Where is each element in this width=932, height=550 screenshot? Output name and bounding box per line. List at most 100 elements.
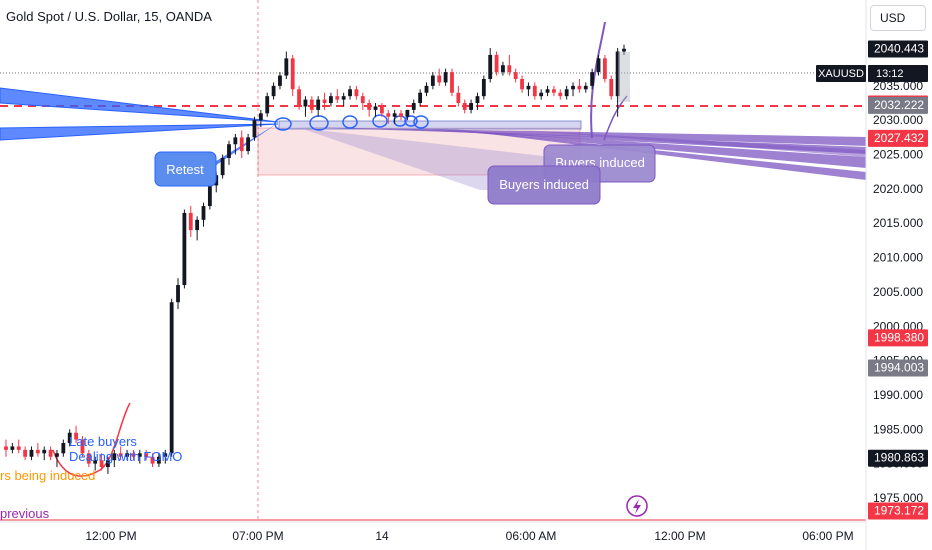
candle-body[interactable] [615, 51, 620, 97]
candle-body[interactable] [35, 449, 40, 454]
candle-body[interactable] [252, 120, 257, 138]
candle-body[interactable] [201, 206, 206, 220]
candle-body[interactable] [61, 443, 66, 454]
candle-body[interactable] [137, 453, 142, 457]
candle-body[interactable] [42, 449, 47, 454]
candle-body[interactable] [188, 212, 193, 231]
candle-body[interactable] [10, 446, 15, 450]
candle-body[interactable] [583, 85, 588, 90]
candle-body[interactable] [163, 453, 168, 457]
candle-body[interactable] [239, 137, 244, 152]
candle-body[interactable] [227, 144, 231, 158]
candle-body[interactable] [488, 54, 493, 79]
candle-body[interactable] [481, 78, 486, 97]
candle-body[interactable] [86, 453, 91, 464]
candle-body[interactable] [545, 89, 550, 93]
candle-body[interactable] [290, 58, 295, 90]
candle-body[interactable] [552, 89, 556, 93]
candle-body[interactable] [335, 96, 340, 100]
candle-body[interactable] [278, 75, 282, 86]
candle-body[interactable] [430, 75, 435, 86]
candle-body[interactable] [513, 72, 518, 79]
candle-body[interactable] [450, 72, 454, 93]
candle-body[interactable] [176, 285, 180, 303]
candle-body[interactable] [475, 96, 480, 104]
candle-body[interactable] [367, 103, 372, 110]
candle-body[interactable] [29, 449, 34, 457]
candle-body[interactable] [297, 89, 301, 107]
candle-body[interactable] [526, 85, 531, 90]
late-buyers-label[interactable]: Late buyers [69, 434, 137, 449]
candle-body[interactable] [195, 219, 200, 231]
candle-body[interactable] [131, 453, 136, 457]
candle-body[interactable] [399, 113, 403, 117]
candle-body[interactable] [16, 446, 21, 450]
candle-body[interactable] [55, 453, 59, 457]
price-label-badge[interactable]: 1994.003 [868, 359, 928, 377]
price-label-badge[interactable]: 2032.222 [868, 96, 928, 114]
candle-body[interactable] [106, 460, 110, 468]
candle-body[interactable] [23, 449, 28, 457]
sellers-induced-label[interactable]: rs being induced [0, 468, 95, 483]
candle-body[interactable] [360, 96, 365, 104]
liquidity-zone-blue[interactable] [278, 120, 582, 130]
candle-body[interactable] [418, 92, 423, 104]
candle-body[interactable] [303, 99, 308, 107]
candle-body[interactable] [571, 85, 575, 90]
candle-body[interactable] [590, 72, 595, 86]
candle-body[interactable] [118, 453, 123, 457]
candle-body[interactable] [341, 96, 346, 100]
candle-body[interactable] [379, 106, 384, 114]
candle-body[interactable] [532, 85, 537, 97]
candle-body[interactable] [494, 54, 499, 73]
candle-body[interactable] [316, 99, 321, 110]
candle-body[interactable] [564, 89, 569, 97]
time-axis[interactable]: 12:00 PM 07:00 PM 14 06:00 AM 12:00 PM 06:00 … [85, 529, 853, 543]
blue-liquidity-wedge-top[interactable] [0, 87, 279, 123]
candle-body[interactable] [48, 449, 53, 457]
candle-body[interactable] [4, 446, 8, 450]
candle-body[interactable] [329, 96, 333, 104]
candle-body[interactable] [622, 48, 626, 52]
candle-body[interactable] [462, 103, 467, 110]
candle-body[interactable] [501, 65, 505, 73]
blue-liquidity-wedge-bottom[interactable] [0, 123, 279, 141]
candle-body[interactable] [150, 456, 155, 464]
candle-body[interactable] [99, 460, 104, 468]
lightning-icon[interactable] [626, 495, 648, 517]
candle-body[interactable] [348, 89, 352, 97]
candle-body[interactable] [558, 92, 563, 97]
candle-body[interactable] [207, 185, 212, 207]
candle-body[interactable] [156, 456, 161, 464]
candle-body[interactable] [507, 65, 512, 73]
price-label-badge[interactable]: 2040.443 [868, 40, 928, 58]
candle-body[interactable] [405, 109, 410, 117]
price-label-badge[interactable]: 1973.172 [868, 502, 928, 520]
candle-body[interactable] [284, 58, 289, 76]
purple-curve-arrow[interactable] [590, 21, 606, 139]
previous-label[interactable]: previous [0, 506, 50, 521]
candle-body[interactable] [386, 113, 391, 117]
candle-body[interactable] [265, 96, 270, 114]
candle-body[interactable] [80, 439, 85, 454]
candle-body[interactable] [520, 78, 524, 90]
candle-body[interactable] [322, 99, 327, 104]
candle-body[interactable] [609, 78, 614, 97]
price-label-badge[interactable]: 1998.380 [868, 329, 928, 347]
candle-body[interactable] [354, 89, 359, 97]
candle-body[interactable] [169, 302, 174, 454]
candle-body[interactable] [309, 99, 314, 110]
candle-body[interactable] [220, 157, 225, 176]
candle-body[interactable] [246, 137, 251, 152]
candle-body[interactable] [424, 85, 429, 93]
price-label-badge[interactable]: 2027.432 [868, 129, 928, 147]
candle-body[interactable] [373, 106, 378, 110]
fomo-label[interactable]: Dealing with FOMO [69, 449, 182, 464]
candle-body[interactable] [411, 103, 416, 110]
candle-body[interactable] [437, 75, 442, 83]
buyers-induced-callout-1[interactable]: Buyers induced [487, 165, 601, 205]
currency-button[interactable]: USD [870, 5, 926, 31]
candle-body[interactable] [67, 432, 72, 444]
